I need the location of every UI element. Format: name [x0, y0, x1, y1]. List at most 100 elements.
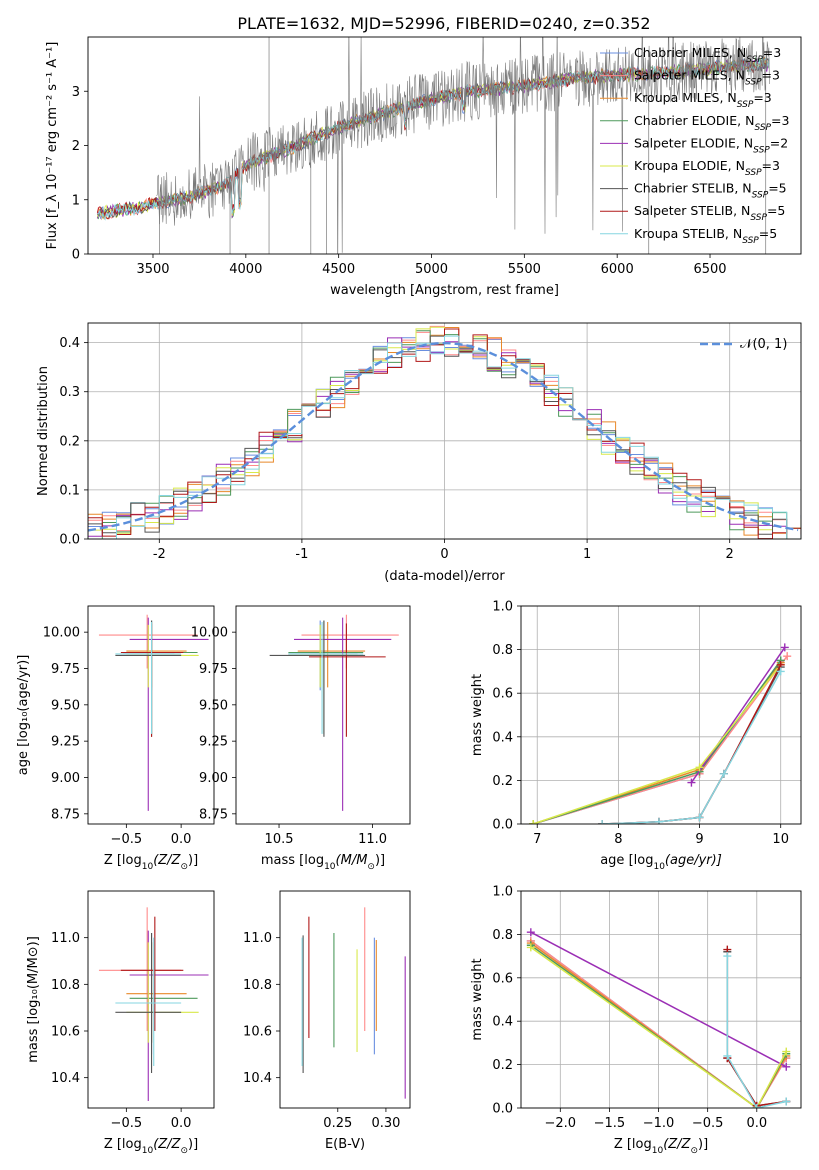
- x-tick-label: 0.0: [746, 1116, 767, 1131]
- y-tick-label: 8.75: [199, 807, 228, 822]
- x-tick-label: 0.0: [171, 1116, 192, 1131]
- legend-tail: =3: [763, 45, 781, 60]
- legend-text: Kroupa ELODIE, N: [634, 158, 745, 173]
- age-Z-xlabel-part: 10: [142, 862, 154, 872]
- weight-age-xlabel-part: age [log: [600, 853, 653, 868]
- legend-text: Salpeter MILES, N: [634, 68, 745, 83]
- weight-Z-xlabel: Z [log10(Z/Z⊙)]: [614, 1137, 708, 1156]
- legend-sub: SSP: [752, 191, 769, 201]
- y-tick-label: 0: [72, 248, 80, 263]
- x-tick-label: 10.5: [265, 832, 294, 847]
- legend-label: Salpeter STELIB, NSSP=5: [634, 203, 785, 223]
- y-tick-label: 0.2: [59, 434, 80, 449]
- y-tick-label: 9.50: [51, 698, 80, 713]
- y-tick-label: 10.6: [51, 1025, 80, 1040]
- y-tick-label: 8.75: [51, 807, 80, 822]
- age-Z-xlabel-part: ⊙: [180, 862, 188, 872]
- y-tick-label: 0.0: [492, 1102, 513, 1117]
- x-tick-label: 11.0: [358, 832, 387, 847]
- x-tick-label: -2: [153, 547, 166, 562]
- legend-label: Kroupa ELODIE, NSSP=3: [634, 158, 780, 178]
- weight-Z-xlabel-part: (Z/Z: [663, 1137, 691, 1152]
- normal-curve: [88, 342, 799, 532]
- y-tick-label: 1: [72, 193, 80, 208]
- x-tick-label: 10: [772, 832, 789, 847]
- weight-marker: [529, 820, 538, 824]
- weight-age-xlabel-part: (age/yr)]: [665, 853, 722, 868]
- legend-tail: =3: [771, 113, 789, 128]
- weight-Z-xlabel-part: ⊙: [690, 1146, 698, 1156]
- weight-marker: [695, 813, 704, 822]
- legend-sub: SSP: [737, 100, 754, 110]
- legend-label: Kroupa STELIB, NSSP=5: [634, 226, 777, 246]
- y-tick-label: 0.4: [492, 730, 513, 745]
- legend-tail: =3: [762, 68, 780, 83]
- spectrum-lines: [96, 37, 770, 254]
- mass-Z-xlabel-part: (Z/Z: [153, 1137, 181, 1152]
- legend-tail: =5: [759, 226, 777, 241]
- mass-EBV-axes: 0.25 0.30 10.4 10.6 10.8 11.0: [243, 931, 400, 1131]
- weight-age-xlabel-part: 10: [653, 862, 665, 872]
- legend-label: Chabrier MILES, NSSP=3: [634, 45, 781, 65]
- y-tick-label: 10.4: [243, 1071, 272, 1086]
- age-mass-xlabel-part: ⊙: [367, 862, 375, 872]
- age-Z-xlabel-part: Z [log: [104, 853, 142, 868]
- mass-Z-xlabel-part: 10: [142, 1146, 154, 1156]
- y-tick-label: 9.00: [51, 771, 80, 786]
- weight-marker: [687, 778, 696, 787]
- x-tick-label: −0.5: [111, 1116, 143, 1131]
- age-Z-axes: −0.5 0.0 8.75 9.00 9.25 9.50 9.75 10.00: [43, 626, 192, 847]
- mass-Z-xlabel-part: Z [log: [104, 1137, 142, 1152]
- x-tick-label: 9: [695, 832, 703, 847]
- mass-Z-xlabel-part: )]: [188, 1137, 198, 1152]
- residuals-frame: [87, 322, 802, 540]
- weight-Z-axes: −2.0 −1.5 −1.0 −0.5 0.0 0.0 0.2 0.4 0.6 0.8 1.0: [492, 885, 801, 1131]
- x-tick-label: 2: [726, 547, 734, 562]
- y-tick-label: 9.50: [199, 698, 228, 713]
- spectrum-axes: 3500 4000 4500 5000 5500 6000 6500 0 1 2 3: [72, 85, 727, 277]
- weight-age-series: [529, 643, 792, 824]
- legend-sub: SSP: [753, 145, 770, 155]
- legend-label: Salpeter MILES, NSSP=3: [634, 68, 780, 88]
- weight-marker: [782, 1047, 791, 1056]
- weight-marker: [598, 820, 607, 824]
- weight-marker: [783, 652, 792, 661]
- x-tick-label: 4000: [229, 262, 262, 277]
- age-Z-errorbars: [98, 614, 209, 811]
- y-tick-label: 10.6: [243, 1025, 272, 1040]
- x-tick-label: −2.0: [545, 1116, 577, 1131]
- y-tick-label: 0.3: [59, 385, 80, 400]
- weight-line: [690, 646, 786, 784]
- y-tick-label: 10.00: [191, 626, 228, 641]
- mass-EBV-errorbars: [301, 907, 406, 1099]
- legend-sub: SSP: [750, 213, 767, 223]
- y-tick-label: 3: [72, 85, 80, 100]
- mass-Z-xlabel-part: ⊙: [180, 1146, 188, 1156]
- weight-Z-xlabel-part: Z [log: [614, 1137, 652, 1152]
- weight-Z-series: [526, 928, 791, 1108]
- weight-marker: [695, 763, 704, 772]
- x-tick-label: 7: [533, 832, 541, 847]
- mass-Z-ylabel: mass [log₁₀(M/M⊙)]: [26, 936, 41, 1063]
- legend-label: Salpeter ELODIE, NSSP=2: [634, 135, 788, 155]
- legend-text: Salpeter STELIB, N: [634, 203, 750, 218]
- x-tick-label: 5000: [415, 262, 448, 277]
- histogram-steps: [88, 325, 801, 539]
- age-mass-xlabel-part: 10: [324, 862, 336, 872]
- age-mass-xlabel-part: mass [log: [261, 853, 324, 868]
- age-Z-xlabel-part: )]: [188, 853, 198, 868]
- legend-sub: SSP: [745, 78, 762, 88]
- age-mass-xlabel-part: )]: [375, 853, 385, 868]
- weight-age-frame: [520, 605, 802, 825]
- weight-marker: [776, 667, 785, 676]
- weight-Z-frame: [520, 890, 802, 1109]
- y-tick-label: 0.2: [492, 774, 513, 789]
- y-tick-label: 0.8: [492, 643, 513, 658]
- mass-Z-frame: [87, 890, 215, 1109]
- residuals-ylabel: Normed distribution: [36, 366, 51, 496]
- legend-tail: =2: [770, 135, 788, 150]
- x-tick-label: -1: [295, 547, 308, 562]
- mass-EBV-xlabel: E(B-V): [325, 1137, 365, 1152]
